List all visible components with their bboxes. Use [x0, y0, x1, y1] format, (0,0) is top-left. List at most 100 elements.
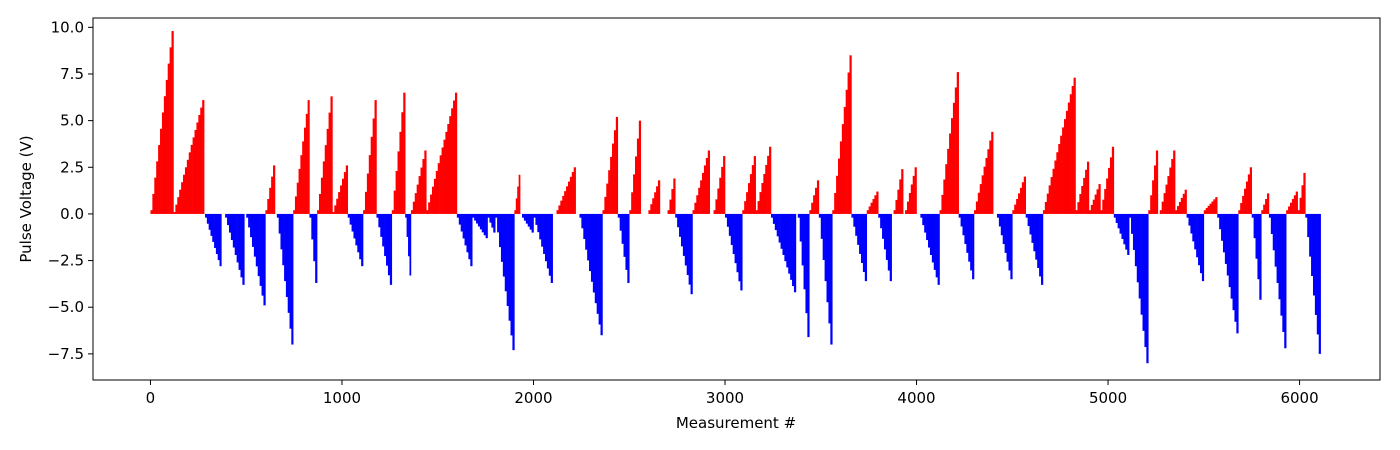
bar	[250, 213, 253, 238]
bar	[1267, 193, 1270, 214]
bar	[477, 213, 481, 227]
bar	[1152, 180, 1155, 214]
bar	[868, 206, 871, 214]
bar	[208, 213, 211, 230]
bar	[422, 159, 425, 214]
bar	[1301, 185, 1304, 214]
bar	[696, 195, 699, 214]
bar	[363, 210, 366, 214]
bar	[1113, 213, 1117, 218]
y-tick-label: 10.0	[51, 18, 84, 36]
bar	[1000, 213, 1004, 236]
bar	[590, 213, 594, 282]
bar	[447, 123, 450, 214]
bar	[767, 155, 770, 214]
bar	[1268, 213, 1272, 218]
bar	[935, 213, 938, 278]
bar	[1309, 213, 1312, 257]
bar	[397, 151, 400, 214]
bar	[1146, 213, 1149, 364]
bar	[924, 213, 927, 233]
bar	[527, 213, 530, 227]
x-tick-label: 2000	[514, 389, 552, 407]
bar	[156, 161, 159, 214]
bar	[435, 171, 439, 214]
bar	[636, 138, 640, 214]
bar	[1108, 167, 1111, 214]
bar	[1060, 135, 1063, 214]
bar	[615, 116, 619, 214]
bar	[1161, 201, 1164, 214]
bar	[744, 201, 747, 214]
bar	[746, 192, 749, 214]
bar	[454, 92, 458, 214]
bar	[1303, 172, 1306, 214]
bar	[1138, 213, 1141, 299]
bar	[1031, 213, 1034, 243]
bar	[979, 184, 982, 214]
bar	[282, 213, 285, 266]
bar	[648, 210, 651, 214]
bar	[205, 213, 208, 218]
bar	[845, 89, 848, 214]
bar	[991, 131, 994, 214]
bar	[1175, 210, 1178, 214]
bar	[1272, 213, 1275, 251]
bar	[470, 213, 473, 267]
bar	[424, 150, 427, 214]
bar	[307, 100, 310, 214]
bar	[1247, 174, 1251, 214]
bar	[908, 193, 912, 214]
bar	[403, 92, 406, 214]
bar	[757, 201, 760, 214]
bar	[412, 201, 416, 214]
y-tick-label: −5.0	[48, 298, 84, 316]
bar	[968, 213, 971, 262]
bar	[610, 156, 613, 214]
bar	[430, 194, 433, 214]
bar	[1073, 77, 1076, 214]
bar	[1257, 213, 1260, 280]
bar	[1167, 176, 1170, 214]
bar	[328, 112, 331, 214]
bar	[1265, 199, 1268, 214]
bar	[437, 163, 440, 214]
bar	[479, 213, 483, 230]
bar	[1186, 213, 1189, 218]
bar	[192, 137, 195, 214]
bar	[583, 213, 586, 240]
bar	[633, 174, 636, 214]
bar	[382, 213, 385, 247]
bar	[1198, 213, 1201, 266]
bar	[690, 213, 693, 295]
bar	[1123, 213, 1126, 245]
bar	[1050, 177, 1053, 214]
bar	[485, 213, 488, 239]
bar	[405, 213, 407, 218]
bar	[409, 213, 412, 276]
bar	[449, 116, 452, 214]
bar	[1117, 213, 1120, 229]
bar	[726, 213, 730, 227]
bar	[1307, 213, 1310, 238]
bar	[941, 194, 944, 214]
bar	[175, 204, 178, 214]
bar	[803, 213, 806, 290]
bar	[541, 213, 544, 247]
bar	[608, 170, 611, 214]
bar	[1150, 195, 1153, 214]
bar	[719, 177, 722, 214]
bar	[573, 167, 576, 214]
bar	[705, 157, 709, 214]
bar	[1100, 210, 1103, 214]
bar	[1238, 210, 1241, 214]
bar	[466, 213, 469, 253]
bar	[1042, 210, 1046, 214]
bar	[234, 213, 237, 255]
x-axis-label: Measurement #	[676, 414, 796, 432]
bar	[300, 155, 303, 214]
bar	[774, 213, 778, 231]
bar	[510, 213, 513, 336]
bar	[1312, 213, 1316, 296]
bar	[1154, 165, 1157, 214]
